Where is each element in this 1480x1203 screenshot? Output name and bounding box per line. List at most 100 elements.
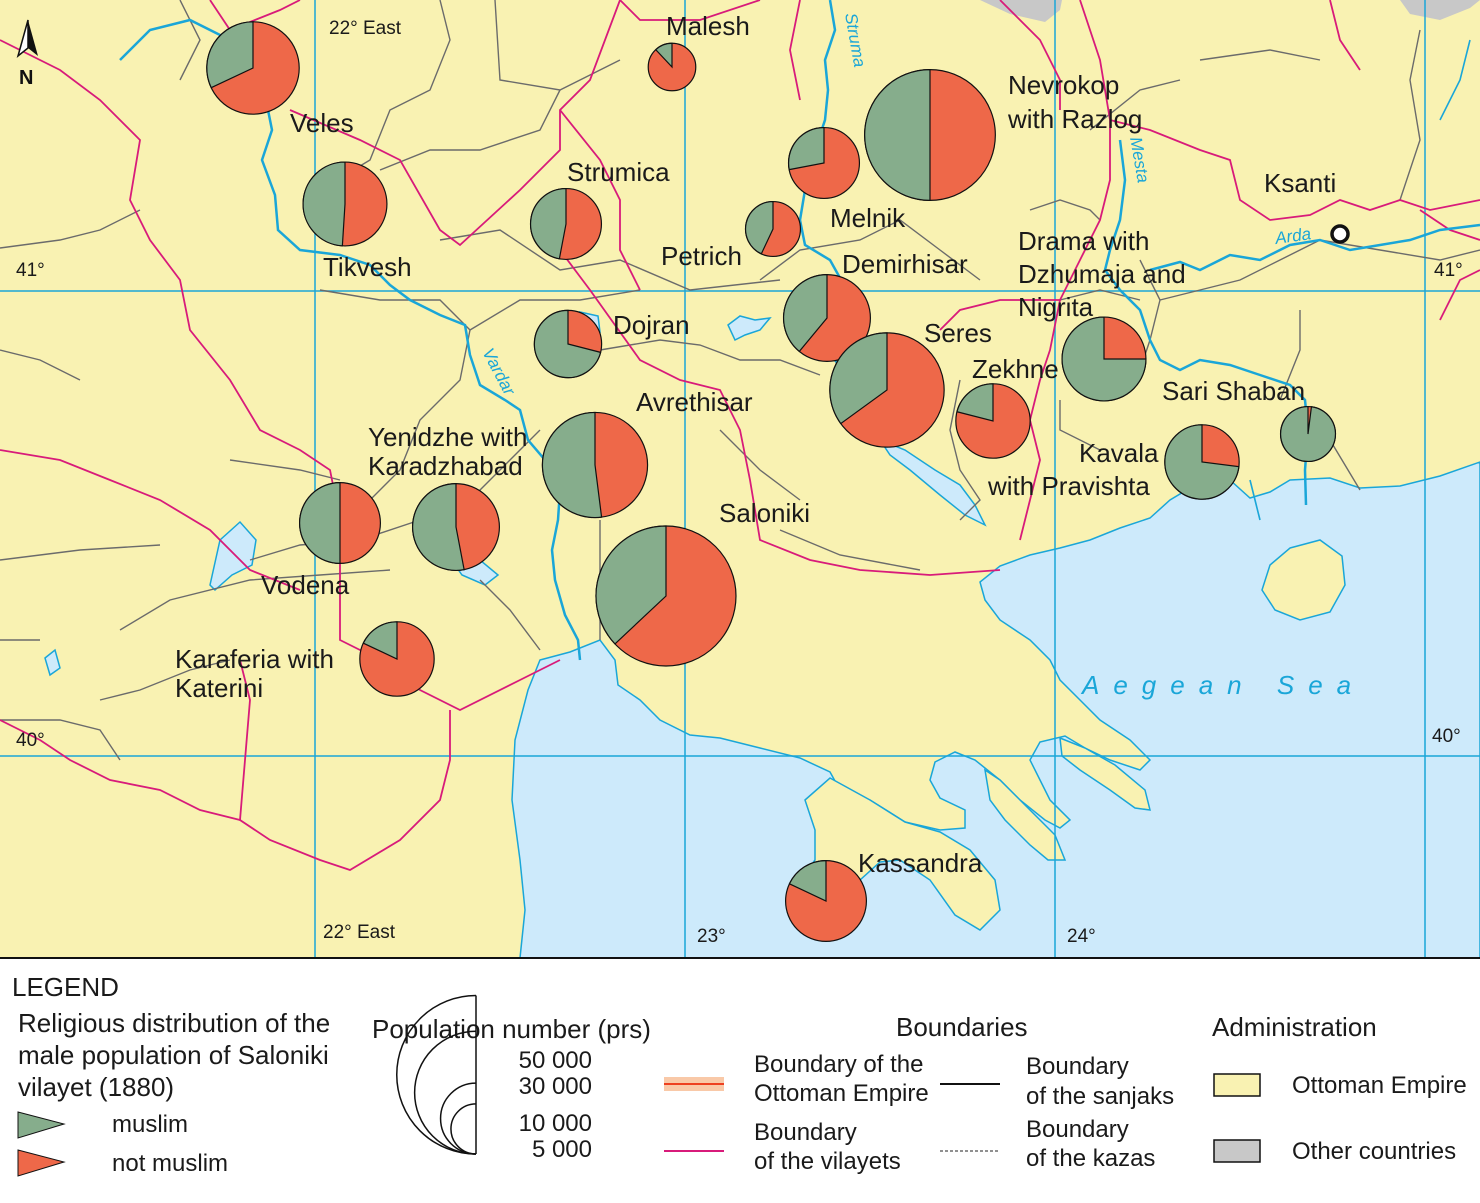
pie-slice-muslim [654, 42, 673, 69]
pie-sari-shaban [1279, 405, 1337, 463]
river-tributary [1249, 479, 1261, 521]
vilayet-boundary-line-1: Boundary [754, 1119, 857, 1146]
district-label-zekhne: Zekhne [972, 354, 1059, 384]
size-legend-circle [450, 1103, 477, 1155]
district-label-malesh: Malesh [666, 11, 750, 41]
pie-slice-muslim [1164, 424, 1240, 500]
kaza-boundary-line-1: Boundary [1026, 1116, 1129, 1143]
north-label: N [19, 67, 33, 89]
ottoman-empire-swatch [1213, 1073, 1261, 1097]
not-muslim-label: not muslim [112, 1150, 228, 1177]
size-legend-value: 50 000 [519, 1047, 592, 1074]
other-countries-label: Other countries [1292, 1138, 1456, 1165]
map-area: 22° East 22° East 23° 24° 41° 41° 40° 40… [0, 0, 1480, 959]
ottoman-boundary-line-2: Ottoman Empire [754, 1080, 929, 1107]
population-title: Population number (prs) [372, 1014, 651, 1044]
size-legend-value: 10 000 [519, 1110, 592, 1137]
pie-tikvesh [302, 161, 388, 247]
sanjak-boundary-line-1: Boundary [1026, 1053, 1129, 1080]
river-label-arda: Arda [1273, 224, 1312, 248]
district-label-seres: Seres [924, 318, 992, 348]
size-legend-circle [413, 1030, 477, 1155]
pie-seres [829, 332, 945, 448]
district-label-kavala-with-pravishta: Kavala [1079, 438, 1159, 468]
muslim-swatch [17, 1111, 66, 1139]
district-labels: Malesh Veles Tikvesh Strumica Melnik Petrich N… [175, 11, 1305, 878]
pie-slice-muslim [302, 161, 346, 247]
administration-title: Administration [1212, 1012, 1377, 1042]
kaza-boundaries [0, 0, 1480, 761]
district-label-sari-shaban: Sari Shaban [1162, 376, 1305, 406]
pie-avrethisar [541, 411, 649, 519]
district-label-nevrokop-with-razlog: with Razlog [1007, 104, 1142, 134]
district-label-karaferia-with-katerini: Katerini [175, 673, 263, 703]
district-pies [206, 21, 1337, 943]
district-label-yenidzhe-with-karadzhabad: Yenidzhe with [368, 422, 528, 452]
pie-saloniki [595, 525, 737, 667]
pie-slice-muslim [1061, 316, 1147, 402]
sithonia-peninsula [983, 768, 1067, 861]
district-label-nevrokop-with-razlog: Nevrokop [1008, 70, 1119, 100]
pie-slice-muslim [530, 187, 567, 260]
lake-dojran [727, 315, 772, 342]
sea-label: Aegean Sea [1080, 670, 1365, 700]
pie-nevrokop-with-razlog [864, 69, 996, 201]
pie-slice-muslim [1279, 405, 1337, 463]
district-label-demirhisar: Demirhisar [842, 249, 968, 279]
pie-slice-muslim [206, 21, 254, 89]
lon-22-label-top: 22° East [329, 18, 402, 39]
pie-zekhne [955, 383, 1031, 459]
district-label-kavala-with-pravishta: with Pravishta [987, 471, 1150, 501]
vilayet-boundaries [0, 0, 1480, 871]
district-label-petrich: Petrich [661, 241, 742, 271]
north-arrow: N [16, 19, 38, 89]
pie-slice-muslim [533, 309, 602, 379]
lon-22-label-bottom: 22° East [323, 922, 396, 943]
pie-kavala-with-pravishta [1164, 424, 1240, 500]
district-label-dojran: Dojran [613, 310, 690, 340]
lat-40-label-right: 40° [1432, 726, 1461, 747]
city-marker-ksanti [1330, 224, 1350, 244]
pie-slice-muslim [788, 859, 827, 902]
pie-dojran [533, 309, 603, 379]
pie-demirhisar [782, 273, 872, 363]
vilayet-boundary-line-2: of the vilayets [754, 1148, 901, 1175]
river-arda [1149, 223, 1480, 272]
other-countries-swatch [1213, 1139, 1261, 1163]
river-mesta [1103, 139, 1310, 506]
pie-slice-muslim [541, 411, 603, 519]
district-label-strumica: Strumica [567, 157, 670, 187]
not-muslim-swatch [17, 1149, 66, 1177]
lake-achinos [878, 438, 987, 527]
other-country-area [980, 0, 1062, 22]
district-label-drama-with-dzhumaja-and-nigrita: Drama with [1018, 226, 1149, 256]
size-legend-circle [439, 1082, 477, 1155]
north-arrow-icon [28, 20, 38, 56]
pie-slice-muslim [744, 200, 774, 255]
kaza-boundary-line-2: of the kazas [1026, 1145, 1155, 1172]
district-label-saloniki: Saloniki [719, 498, 810, 528]
religion-title-line-2: male population of Saloniki [18, 1040, 329, 1070]
pie-petrich [744, 200, 802, 258]
pie-veles [206, 21, 300, 115]
pie-slice-muslim [956, 383, 994, 422]
lon-24-label: 24° [1067, 926, 1096, 947]
pie-slice-muslim [362, 621, 398, 660]
ottoman-boundary-line-1: Boundary of the [754, 1051, 923, 1078]
lake [44, 648, 61, 677]
size-legend-value: 5 000 [532, 1136, 592, 1163]
district-label-drama-with-dzhumaja-and-nigrita: Nigrita [1018, 292, 1094, 322]
pie-vodena [298, 481, 382, 565]
river-tributary [1439, 39, 1471, 121]
sanjak-boundary-line-2: of the sanjaks [1026, 1083, 1174, 1110]
size-legend-circle [396, 994, 477, 1155]
district-label-vodena: Vodena [261, 570, 350, 600]
legend-heading: LEGEND [12, 972, 119, 1002]
pie-slice-muslim [788, 126, 825, 171]
pie-yenidzhe-with-karadzhabad [411, 482, 501, 572]
lon-23-label: 23° [697, 926, 726, 947]
district-label-veles: Veles [290, 108, 354, 138]
lat-40-label-left: 40° [16, 730, 45, 751]
